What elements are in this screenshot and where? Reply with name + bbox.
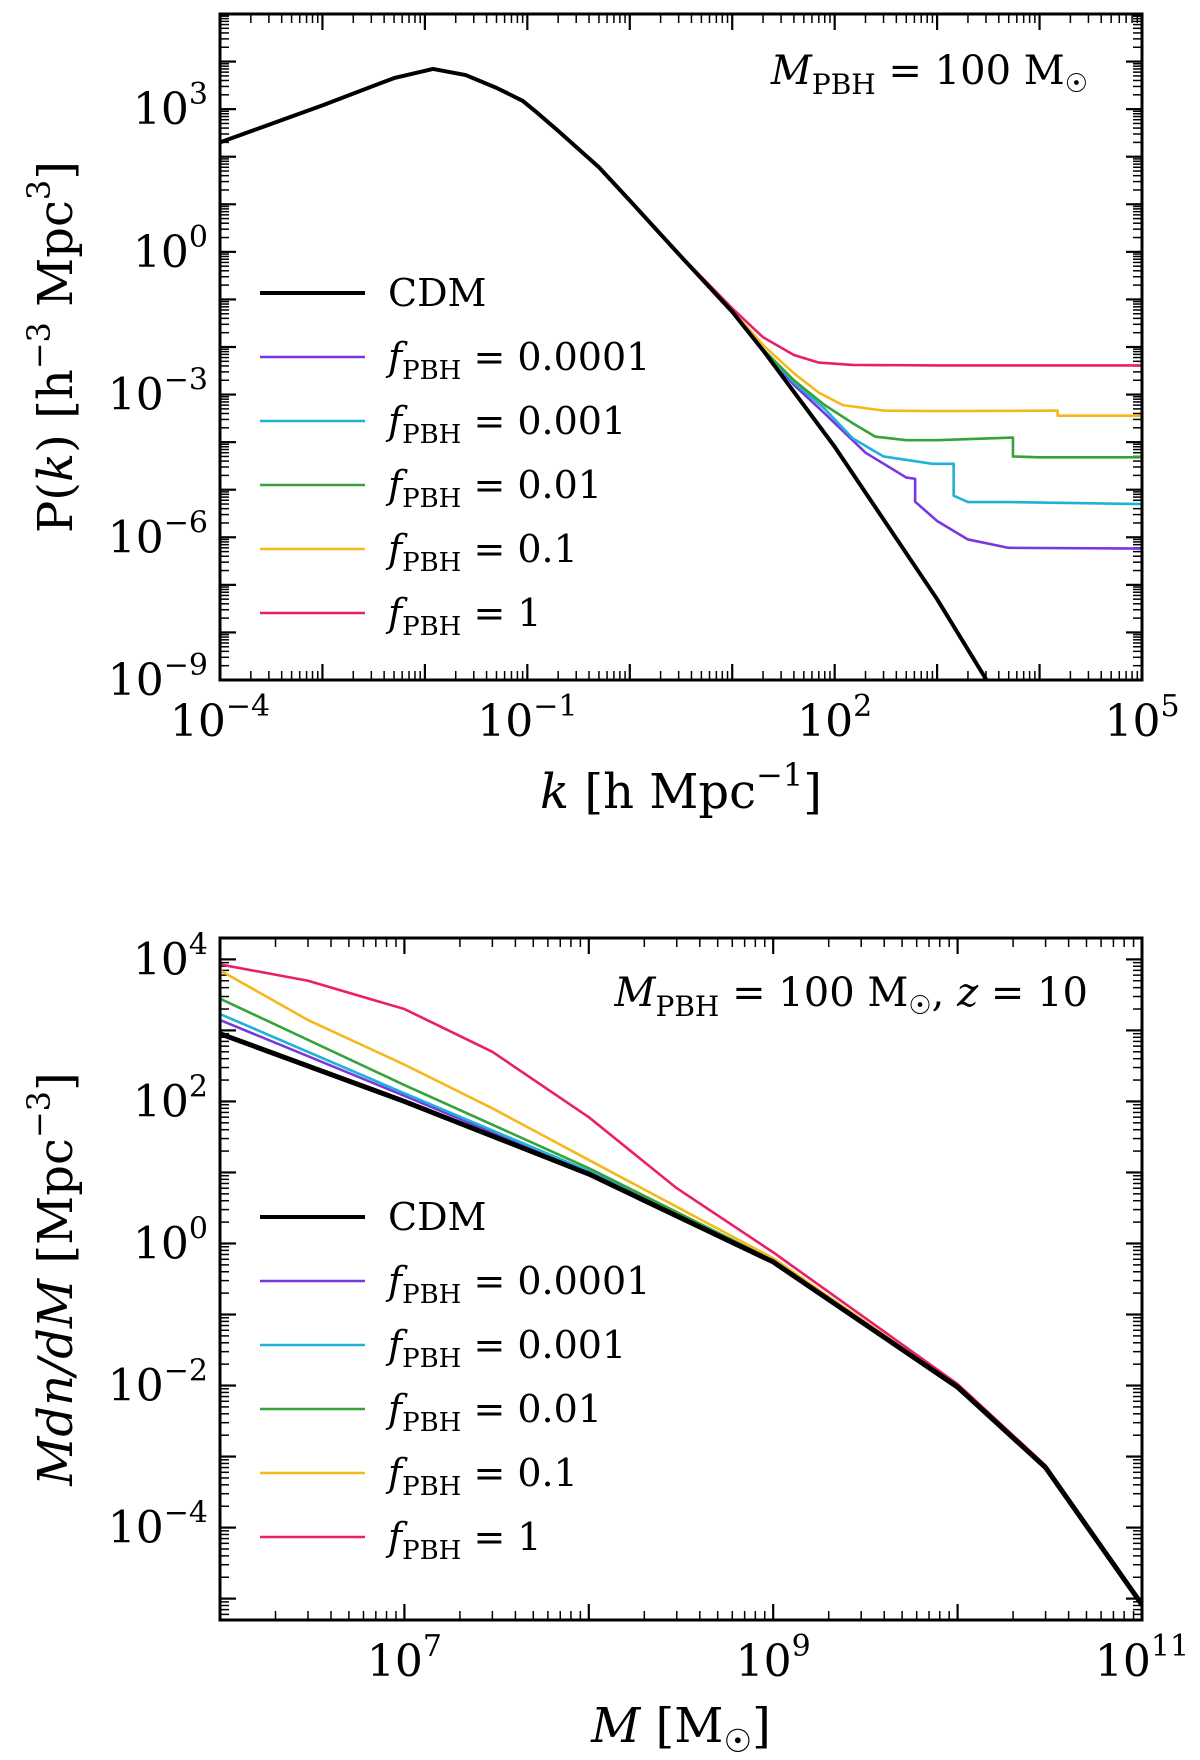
y-tick-label: 102 (133, 1069, 208, 1127)
annotation: MPBH = 100 M☉ (770, 48, 1088, 101)
x-tick-label: 10−1 (477, 689, 577, 747)
legend-label: CDM (388, 1195, 486, 1239)
series-lines (220, 66, 1142, 680)
y-tick-label: 10−6 (108, 505, 208, 563)
plot-frame (218, 936, 1144, 1622)
series-line-CDM (220, 66, 989, 680)
legend-label: fPBH = 1 (385, 591, 542, 642)
y-tick-label: 104 (133, 927, 208, 985)
x-axis-label: k [h Mpc−1] (540, 756, 822, 820)
mass-function-chart: 107 109 1011 10−4 10−2 100 102 104 CDM fPBH = 0.0… (20, 927, 1189, 1760)
x-tick-label: 105 (1104, 689, 1179, 747)
annotation: MPBH = 100 M☉, z = 10 (614, 970, 1088, 1023)
plot-frame (218, 12, 1144, 682)
series-lines (220, 963, 1142, 1608)
legend-label: CDM (388, 271, 486, 315)
y-axis-label: Mdn/dM [Mpc−3] (20, 1072, 84, 1487)
legend-label: fPBH = 0.1 (385, 527, 578, 578)
legend-label: fPBH = 0.01 (385, 1387, 602, 1438)
x-tick-label: 10−4 (170, 689, 270, 747)
x-tick-label: 102 (797, 689, 872, 747)
series-line-CDM (220, 1031, 1142, 1608)
y-tick-label: 10−4 (108, 1496, 208, 1554)
y-tick-label: 100 (133, 1211, 208, 1269)
y-tick-label: 10−3 (108, 363, 208, 421)
legend-label: fPBH = 1 (385, 1515, 542, 1566)
y-tick-label: 100 (133, 220, 208, 278)
y-axis-label: P(k) [h−3 Mpc3] (20, 161, 84, 533)
y-tick-label: 103 (133, 77, 208, 135)
legend-label: fPBH = 0.001 (385, 1323, 626, 1374)
legend-label: fPBH = 0.001 (385, 399, 626, 450)
y-tick-label: 10−2 (108, 1354, 208, 1412)
x-axis-label: M [M☉] (590, 1698, 771, 1760)
x-tick-label: 1011 (1095, 1629, 1189, 1687)
y-tick-label: 10−9 (108, 648, 208, 706)
x-tick-label: 107 (367, 1629, 442, 1687)
x-tick-label: 109 (736, 1629, 811, 1687)
